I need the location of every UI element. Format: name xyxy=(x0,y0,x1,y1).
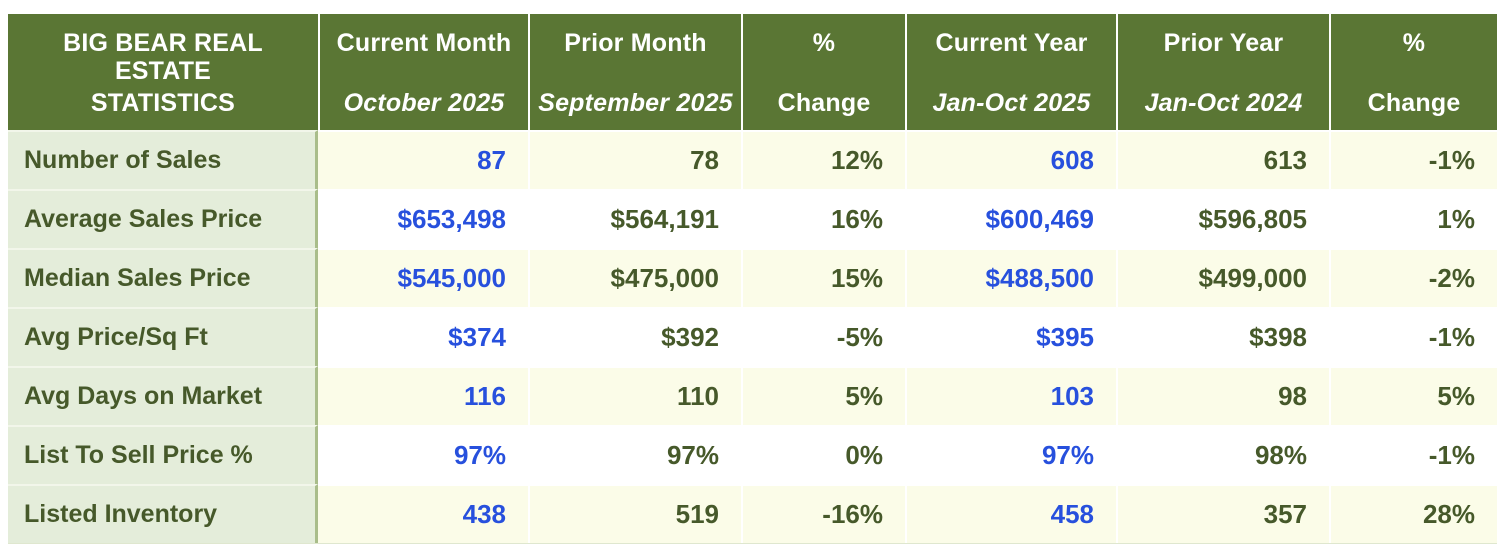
cell-month-change: 5% xyxy=(741,366,905,425)
header-label: % xyxy=(1402,29,1426,57)
header-label: Prior Year xyxy=(1163,29,1284,57)
header-month-change: % Change xyxy=(741,14,905,130)
cell-year-change: -1% xyxy=(1329,307,1497,366)
cell-month-change: 16% xyxy=(741,189,905,248)
header-label: Prior Month xyxy=(564,29,707,57)
cell-current-year: $600,469 xyxy=(905,189,1116,248)
cell-current-month: 438 xyxy=(318,484,528,543)
cell-prior-year: 98 xyxy=(1116,366,1329,425)
cell-year-change: -1% xyxy=(1329,130,1497,189)
header-year-change: % Change xyxy=(1329,14,1497,130)
header-sublabel: Change xyxy=(1367,88,1461,117)
cell-year-change: 28% xyxy=(1329,484,1497,543)
cell-current-month: $653,498 xyxy=(318,189,528,248)
cell-current-month: 87 xyxy=(318,130,528,189)
cell-month-change: 15% xyxy=(741,248,905,307)
row-label: Average Sales Price xyxy=(8,189,318,248)
stats-table: BIG BEAR REAL ESTATE STATISTICS Current … xyxy=(8,14,1497,544)
cell-prior-year: $596,805 xyxy=(1116,189,1329,248)
header-label: % xyxy=(812,29,836,57)
cell-prior-month: 97% xyxy=(528,425,741,484)
row-label: Avg Days on Market xyxy=(8,366,318,425)
header-current-month: Current Month October 2025 xyxy=(318,14,528,130)
cell-year-change: -2% xyxy=(1329,248,1497,307)
header-sublabel: Jan-Oct 2025 xyxy=(932,88,1091,117)
header-sublabel: October 2025 xyxy=(343,88,505,117)
header-prior-year: Prior Year Jan-Oct 2024 xyxy=(1116,14,1329,130)
cell-year-change: -1% xyxy=(1329,425,1497,484)
cell-year-change: 5% xyxy=(1329,366,1497,425)
header-sublabel: Change xyxy=(777,88,871,117)
header-sublabel: September 2025 xyxy=(538,88,733,117)
cell-prior-year: $398 xyxy=(1116,307,1329,366)
row-label: Listed Inventory xyxy=(8,484,318,543)
cell-current-month: 116 xyxy=(318,366,528,425)
table-title-line2: STATISTICS xyxy=(90,88,236,117)
cell-current-year: 608 xyxy=(905,130,1116,189)
cell-prior-month: 110 xyxy=(528,366,741,425)
cell-current-month: $374 xyxy=(318,307,528,366)
cell-current-month: $545,000 xyxy=(318,248,528,307)
header-prior-month: Prior Month September 2025 xyxy=(528,14,741,130)
cell-prior-year: 98% xyxy=(1116,425,1329,484)
cell-current-year: 458 xyxy=(905,484,1116,543)
cell-prior-month: $475,000 xyxy=(528,248,741,307)
cell-current-year: $395 xyxy=(905,307,1116,366)
row-label: Avg Price/Sq Ft xyxy=(8,307,318,366)
cell-year-change: 1% xyxy=(1329,189,1497,248)
cell-month-change: -5% xyxy=(741,307,905,366)
cell-prior-year: 357 xyxy=(1116,484,1329,543)
header-sublabel: Jan-Oct 2024 xyxy=(1144,88,1303,117)
cell-month-change: 0% xyxy=(741,425,905,484)
header-current-year: Current Year Jan-Oct 2025 xyxy=(905,14,1116,130)
row-label: Median Sales Price xyxy=(8,248,318,307)
cell-current-year: $488,500 xyxy=(905,248,1116,307)
row-label: Number of Sales xyxy=(8,130,318,189)
header-label: Current Month xyxy=(336,29,512,57)
table-title-line1: BIG BEAR REAL ESTATE xyxy=(63,29,263,85)
cell-month-change: 12% xyxy=(741,130,905,189)
cell-current-year: 103 xyxy=(905,366,1116,425)
cell-prior-month: $564,191 xyxy=(528,189,741,248)
cell-current-month: 97% xyxy=(318,425,528,484)
cell-month-change: -16% xyxy=(741,484,905,543)
table-title-cell: BIG BEAR REAL ESTATE STATISTICS xyxy=(8,14,318,130)
cell-prior-month: 78 xyxy=(528,130,741,189)
cell-current-year: 97% xyxy=(905,425,1116,484)
cell-prior-year: $499,000 xyxy=(1116,248,1329,307)
row-label: List To Sell Price % xyxy=(8,425,318,484)
cell-prior-year: 613 xyxy=(1116,130,1329,189)
cell-prior-month: $392 xyxy=(528,307,741,366)
cell-prior-month: 519 xyxy=(528,484,741,543)
header-label: Current Year xyxy=(935,29,1088,57)
